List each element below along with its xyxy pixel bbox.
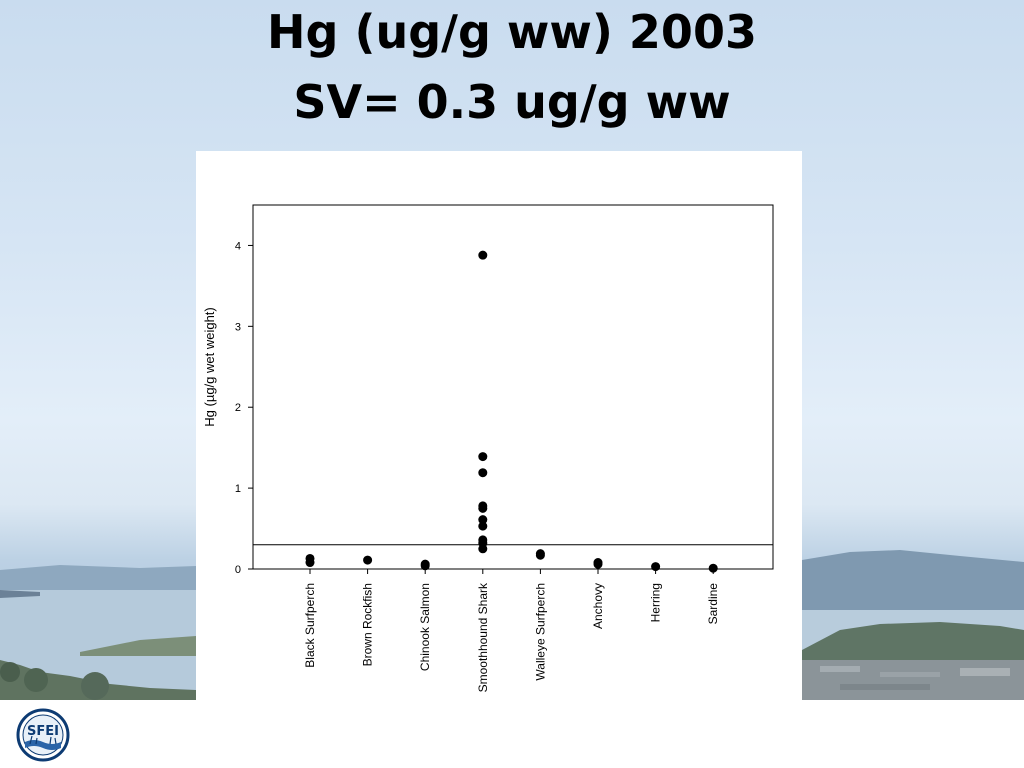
x-axis-ticks: Black Surfperch Brown Rockfish Chinook Sal… [303, 569, 720, 692]
y-tick-label: 1 [235, 483, 241, 495]
x-tick-label: Smoothhound Shark [476, 582, 490, 692]
footer-bar [0, 700, 1024, 768]
data-point [478, 521, 488, 531]
x-tick-label: Herring [649, 583, 663, 622]
data-point [593, 559, 603, 569]
logo-text: SFEI [27, 724, 59, 739]
bay-landscape-image [0, 550, 1024, 700]
data-point [363, 555, 373, 565]
slide-title-line-2: SV= 0.3 ug/g ww [293, 75, 731, 129]
x-tick-label: Sardine [706, 583, 720, 625]
y-tick-label: 3 [235, 321, 241, 333]
data-point [478, 452, 488, 462]
x-tick-label: Black Surfperch [303, 583, 317, 668]
x-tick-label: Brown Rockfish [361, 583, 375, 666]
data-point [478, 250, 488, 260]
data-point [478, 503, 488, 513]
y-axis-label: Hg (µg/g wet weight) [202, 307, 217, 426]
y-tick-label: 4 [235, 240, 241, 252]
sfei-logo: SFEI [16, 708, 70, 762]
chart-panel: 0 1 2 3 4 Black Surfperch Brown Rockfish Chino… [196, 151, 802, 700]
data-point [420, 561, 430, 571]
data-point [708, 563, 718, 573]
x-tick-label: Walleye Surfperch [533, 583, 547, 681]
y-tick-label: 0 [235, 564, 241, 576]
data-point [478, 468, 488, 478]
data-point [651, 562, 661, 572]
scatter-chart: 0 1 2 3 4 Black Surfperch Brown Rockfish Chino… [202, 204, 774, 692]
plot-frame [252, 204, 774, 570]
data-point [478, 515, 488, 525]
data-point [305, 558, 315, 568]
y-axis-ticks: 0 1 2 3 4 [235, 240, 253, 576]
x-tick-label: Chinook Salmon [418, 583, 432, 671]
slide-title-line-1: Hg (ug/g ww) 2003 [267, 5, 757, 59]
y-tick-label: 2 [235, 402, 241, 414]
data-points [305, 250, 718, 573]
data-point [535, 550, 545, 560]
data-point [478, 544, 488, 554]
x-tick-label: Anchovy [591, 583, 605, 629]
